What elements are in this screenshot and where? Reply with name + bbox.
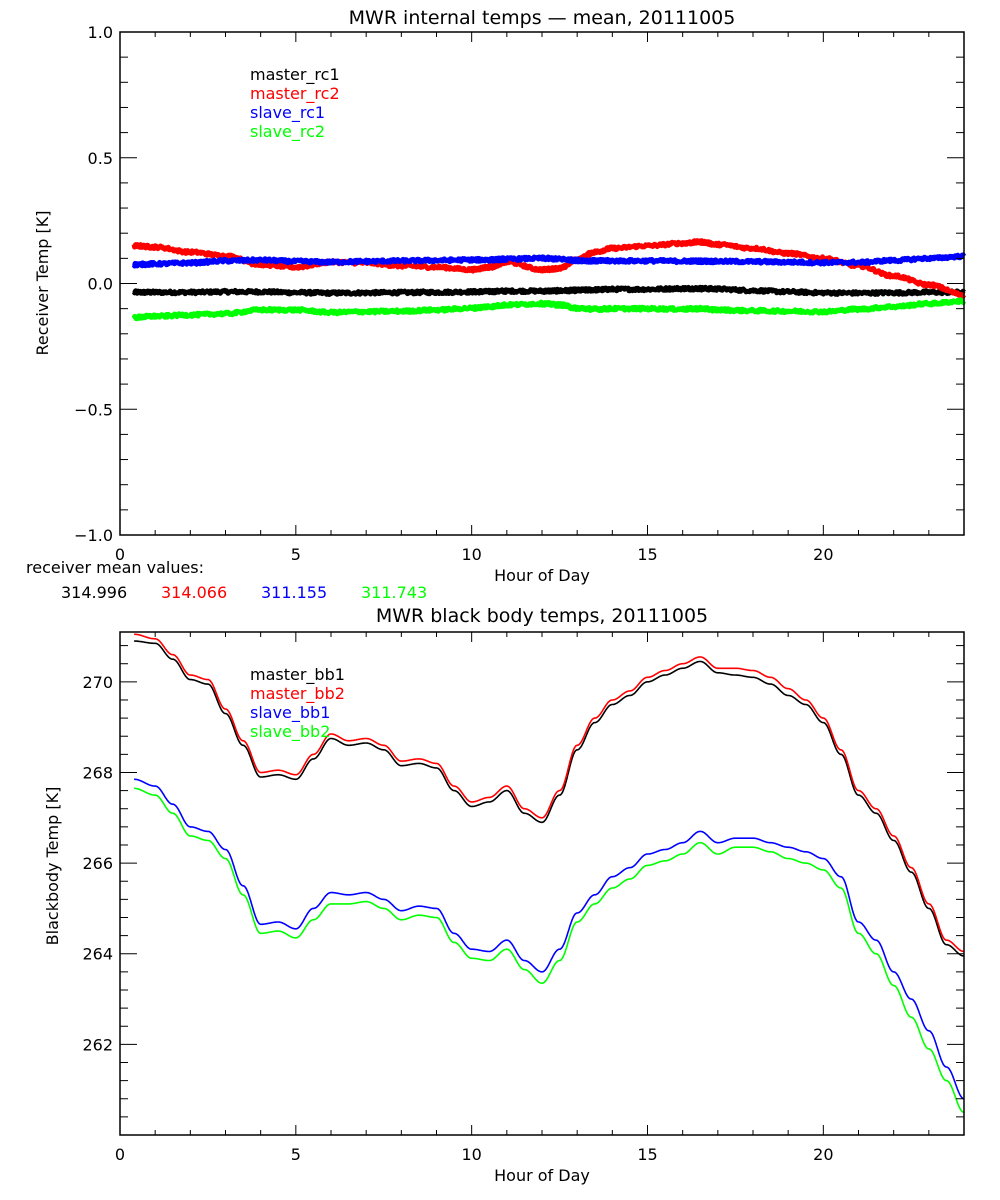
y-tick-label: 266 bbox=[82, 854, 113, 873]
series-line-slave_rc1 bbox=[131, 252, 967, 269]
series-line-master_bb2 bbox=[133, 633, 965, 953]
y-tick-labels: 270 268 266 264 262 bbox=[82, 673, 113, 1055]
legend-entry: master_bb1 bbox=[250, 665, 345, 685]
blackbody-temps-chart: MWR black body temps, 20111005 0 5 10 15… bbox=[43, 605, 965, 1185]
legend-entry: master_rc2 bbox=[250, 84, 340, 104]
ticks bbox=[119, 632, 965, 1136]
legend: master_rc1 master_rc2 slave_rc1 slave_rc… bbox=[250, 65, 340, 142]
annotation-value: 314.066 bbox=[161, 583, 227, 602]
annotation-value: 311.743 bbox=[361, 583, 427, 602]
x-axis-label: Hour of Day bbox=[494, 1166, 590, 1185]
ticks bbox=[119, 31, 965, 536]
receiver-mean-annotation: receiver mean values: 314.996 314.066 31… bbox=[26, 558, 427, 602]
y-tick-label: 268 bbox=[82, 763, 113, 782]
x-tick-labels: 0 5 10 15 20 bbox=[115, 545, 834, 564]
series-layer bbox=[131, 238, 967, 322]
x-tick-label: 5 bbox=[291, 545, 301, 564]
x-tick-label: 0 bbox=[115, 1145, 125, 1164]
annotation-label: receiver mean values: bbox=[26, 558, 204, 577]
x-tick-label: 0 bbox=[115, 545, 125, 564]
series-line-slave_bb1 bbox=[133, 778, 965, 1100]
y-tick-label: 0.5 bbox=[88, 149, 113, 168]
x-tick-label: 20 bbox=[813, 545, 833, 564]
x-axis-label: Hour of Day bbox=[494, 566, 590, 585]
x-tick-label: 20 bbox=[813, 1145, 833, 1164]
y-tick-label: 264 bbox=[82, 945, 113, 964]
y-axis-label: Blackbody Temp [K] bbox=[43, 787, 62, 946]
plot-frame bbox=[119, 631, 965, 1136]
y-tick-label: −1.0 bbox=[74, 526, 113, 545]
x-tick-labels: 0 5 10 15 20 bbox=[115, 1145, 834, 1164]
plot-frame bbox=[119, 31, 965, 536]
y-tick-label: 0.0 bbox=[88, 275, 113, 294]
legend-entry: slave_rc2 bbox=[250, 122, 325, 142]
x-tick-label: 10 bbox=[461, 1145, 481, 1164]
series-line-master_bb1 bbox=[133, 640, 965, 957]
series-line-slave_rc2 bbox=[131, 297, 967, 322]
series-layer bbox=[133, 633, 965, 1114]
series-line-slave_bb2 bbox=[133, 787, 965, 1114]
receiver-temps-chart: MWR internal temps — mean, 20111005 0 5 … bbox=[33, 7, 967, 585]
series-line-master_rc2 bbox=[131, 238, 967, 299]
y-tick-label: 262 bbox=[82, 1035, 113, 1054]
chart-title: MWR black body temps, 20111005 bbox=[376, 605, 708, 627]
legend-entry: slave_bb1 bbox=[250, 703, 330, 723]
y-tick-label: 1.0 bbox=[88, 23, 113, 42]
x-tick-label: 10 bbox=[461, 545, 481, 564]
annotation-value: 314.996 bbox=[61, 583, 127, 602]
legend-entry: slave_bb2 bbox=[250, 722, 330, 742]
series-line-master_rc1 bbox=[131, 284, 966, 297]
legend-entry: master_bb2 bbox=[250, 684, 345, 704]
legend: master_bb1 master_bb2 slave_bb1 slave_bb… bbox=[250, 665, 345, 742]
annotation-value: 311.155 bbox=[261, 583, 327, 602]
y-tick-label: −0.5 bbox=[74, 400, 113, 419]
y-tick-label: 270 bbox=[82, 673, 113, 692]
x-tick-label: 15 bbox=[637, 1145, 657, 1164]
chart-title: MWR internal temps — mean, 20111005 bbox=[349, 7, 736, 29]
x-tick-label: 15 bbox=[637, 545, 657, 564]
y-axis-label: Receiver Temp [K] bbox=[33, 210, 52, 355]
x-tick-label: 5 bbox=[291, 1145, 301, 1164]
legend-entry: slave_rc1 bbox=[250, 103, 325, 123]
legend-entry: master_rc1 bbox=[250, 65, 340, 85]
y-tick-labels: 1.0 0.5 0.0 −0.5 −1.0 bbox=[74, 23, 113, 545]
